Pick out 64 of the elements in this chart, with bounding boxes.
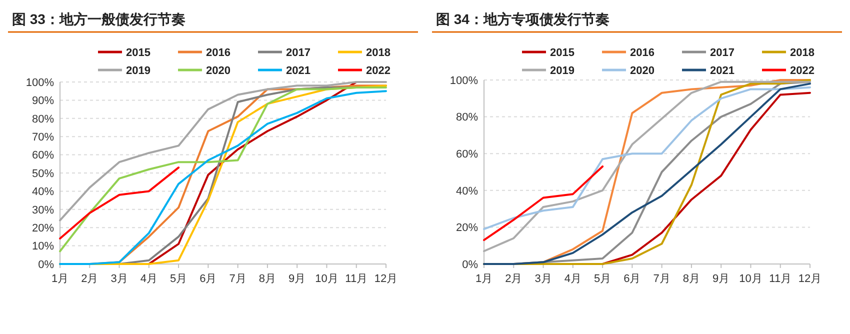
chart-title: 图 33：地方一般债发行节奏 [12, 11, 186, 27]
x-tick-label: 2月 [505, 273, 522, 285]
x-tick-label: 11月 [769, 273, 792, 285]
x-tick-label: 8月 [682, 273, 700, 285]
legend-label: 2020 [630, 64, 654, 77]
line-series [483, 86, 811, 230]
y-tick-label: 0% [462, 258, 478, 271]
x-tick-label: 12月 [374, 273, 398, 285]
y-tick-label: 0% [38, 258, 54, 271]
y-tick-label: 100% [450, 74, 478, 87]
line-series [148, 81, 358, 265]
y-tick-label: 90% [32, 95, 54, 108]
x-tick-label: 4月 [140, 273, 158, 285]
legend-label: 2016 [206, 46, 230, 59]
legend-label: 2021 [710, 64, 734, 77]
y-tick-label: 30% [32, 204, 54, 216]
legend-label: 2017 [710, 46, 734, 59]
legend-label: 2018 [790, 46, 814, 59]
x-tick-label: 10月 [315, 273, 338, 285]
legend-label: 2015 [550, 46, 574, 59]
y-tick-label: 100% [26, 76, 54, 89]
x-tick-label: 9月 [288, 273, 306, 285]
y-tick-label: 80% [32, 113, 54, 126]
legend-label: 2022 [366, 64, 390, 77]
legend-label: 2017 [286, 46, 310, 59]
legend-label: 2015 [126, 46, 150, 59]
x-tick-label: 7月 [229, 273, 246, 285]
legend-label: 2020 [206, 64, 230, 77]
y-tick-label: 50% [32, 168, 54, 180]
legend-label: 2018 [366, 46, 390, 59]
x-tick-label: 7月 [653, 273, 670, 285]
y-tick-label: 60% [456, 148, 478, 160]
line-series [59, 81, 387, 222]
y-tick-label: 40% [32, 186, 54, 198]
y-tick-label: 20% [32, 222, 54, 234]
legend-label: 2022 [790, 64, 814, 77]
x-tick-label: 4月 [564, 273, 582, 285]
x-tick-label: 6月 [200, 273, 217, 285]
x-tick-label: 1月 [475, 273, 493, 285]
x-tick-label: 6月 [624, 273, 641, 285]
x-tick-label: 2月 [81, 273, 98, 285]
legend-label: 2016 [630, 46, 654, 59]
y-tick-label: 40% [456, 185, 478, 198]
legend-label: 2019 [126, 64, 150, 77]
y-tick-label: 70% [32, 131, 54, 144]
line-series [483, 165, 604, 242]
legend-label: 2019 [550, 64, 574, 77]
y-tick-label: 20% [456, 222, 478, 234]
x-tick-label: 12月 [798, 273, 822, 285]
x-tick-label: 10月 [739, 273, 762, 285]
x-tick-label: 9月 [712, 273, 730, 285]
y-tick-label: 60% [32, 150, 54, 162]
line-series [59, 166, 180, 240]
x-tick-label: 3月 [534, 273, 552, 285]
y-tick-label: 10% [32, 240, 54, 253]
x-tick-label: 11月 [345, 273, 368, 285]
x-tick-label: 5月 [170, 273, 188, 285]
x-tick-label: 5月 [594, 273, 612, 285]
y-tick-label: 80% [456, 112, 478, 124]
legend-label: 2021 [286, 64, 310, 77]
x-tick-label: 3月 [110, 273, 128, 285]
x-tick-label: 1月 [51, 273, 69, 285]
chart-title: 图 34：地方专项债发行节奏 [436, 11, 610, 27]
x-tick-label: 8月 [258, 273, 276, 285]
